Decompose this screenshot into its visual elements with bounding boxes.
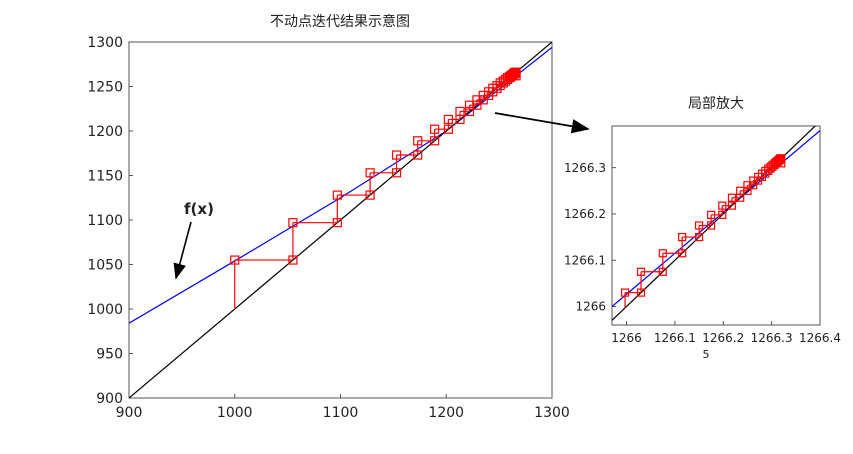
inset-plot-frame [611,125,821,326]
main-iterate-marker-diagonal [443,124,453,134]
inset-chart: 局部放大 1266 1266.1 1266.2 1266.3 1266.4 126612… [564,96,841,361]
inset-y-ticks: 1266 1266.1 1266.2 1266.3 [564,161,616,314]
inset-iterate-marker-diagonal [707,221,716,230]
inset-iterate-marker-curve [707,210,716,219]
inset-iterate-marker-diagonal [718,210,727,219]
main-iterate-marker-curve [391,150,402,160]
fx-annotation-arrow [173,221,192,280]
inset-x-tick-label: 1266.4 [799,331,841,345]
main-y-tick-label: 1000 [87,302,123,318]
inset-fx-curve [612,130,820,307]
inset-iterates [620,154,786,308]
main-x-ticks: 900 1000 1100 1200 1300 [116,394,570,421]
inset-iterate-marker-curve [727,193,737,202]
main-iterate-marker-curve [332,190,342,200]
inset-iterate-marker-diagonal [658,267,667,276]
inset-iterate-marker-curve [658,249,667,258]
main-y-tick-label: 950 [96,346,123,362]
main-x-tick-label: 1000 [217,405,253,421]
main-iterate-marker-curve [511,71,521,81]
fx-annotation-label: f(x) [184,200,214,218]
main-chart: 不动点迭代结果示意图 900 1000 1100 1200 1300 900 950 100… [87,13,569,421]
main-x-tick-label: 1300 [534,405,570,421]
zoom-arrow [494,112,590,134]
main-iterate-marker-curve [288,218,298,228]
inset-x-tick-label: 1266.1 [654,331,696,345]
main-y-tick-label: 1150 [87,168,123,184]
main-iterate-marker-curve [413,136,423,146]
inset-iterate-marker-curve [718,201,727,210]
main-iterate-marker-diagonal [464,106,475,117]
inset-iterate-marker-diagonal [694,232,704,242]
inset-y-tick-label: 1266.1 [564,253,606,267]
inset-stray-label: 5 [703,348,710,361]
inset-x-tick-label: 1266.2 [702,331,744,345]
main-y-tick-label: 1050 [87,257,123,273]
main-y-tick-label: 1300 [87,35,123,51]
main-iterate-marker-diagonal [430,136,440,146]
main-iterate-marker-diagonal [472,100,482,110]
inset-iterate-marker-diagonal [636,288,646,297]
inset-x-tick-label: 1266.3 [751,331,793,345]
main-iterate-marker-diagonal [332,218,342,228]
inset-x-ticks: 1266 1266.1 1266.2 1266.3 1266.4 [611,321,841,345]
main-y-tick-label: 1100 [87,213,123,229]
inset-y-tick-label: 1266.2 [564,207,606,221]
inset-iterate-marker-diagonal [749,181,758,190]
main-iterate-marker-curve [230,255,240,265]
main-iterate-marker-diagonal [288,255,298,265]
main-iterate-marker-curve [365,168,375,178]
inset-identity-line [612,126,817,321]
main-iterate-marker-curve [430,124,440,134]
main-chart-title: 不动点迭代结果示意图 [270,13,410,30]
inset-iterate-marker-diagonal [678,249,687,258]
inset-iterate-marker-curve [694,221,704,230]
main-iterate-marker-diagonal [365,190,375,200]
inset-iterate-marker-curve [620,288,630,297]
inset-iterate-marker-curve [678,232,687,242]
main-y-tick-label: 1250 [87,79,123,95]
inset-iterate-marker-diagonal [743,186,752,195]
main-iterate-marker-diagonal [413,150,423,160]
main-iterate-marker-curve [455,106,465,117]
inset-iterate-marker-diagonal [777,154,786,163]
inset-iterate-marker-diagonal [727,201,737,210]
main-y-tick-label: 1200 [87,124,123,140]
inset-iterate-marker-curve [743,181,752,190]
inset-x-tick-label: 1266 [611,331,642,345]
inset-y-tick-label: 1266.3 [564,161,606,175]
main-y-tick-label: 900 [96,391,123,407]
inset-iterate-marker-curve [777,159,786,168]
inset-iterate-marker-curve [636,267,646,276]
main-iterates [230,67,521,309]
main-iterate-marker-diagonal [391,168,402,178]
inset-chart-title: 局部放大 [688,96,744,112]
inset-y-tick-label: 1266 [575,300,606,314]
main-iterate-marker-curve [443,114,453,125]
inset-series [612,126,820,321]
main-x-tick-label: 900 [116,405,143,421]
main-x-tick-label: 1100 [323,405,359,421]
main-x-tick-label: 1200 [428,405,464,421]
main-y-ticks: 900 950 1000 1050 1100 1150 1200 1250 1300 [87,35,133,407]
